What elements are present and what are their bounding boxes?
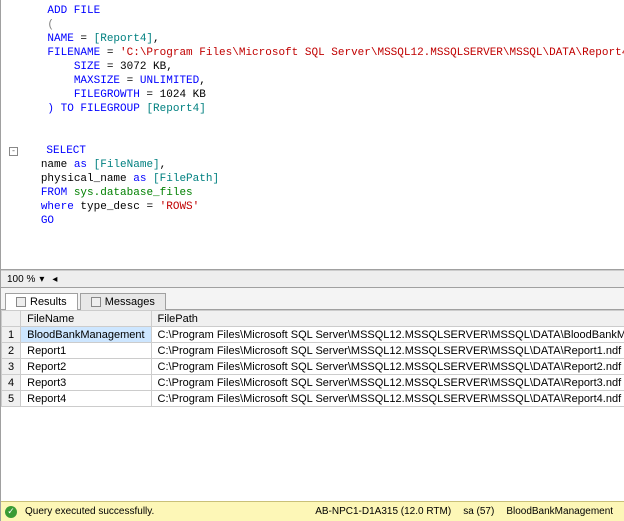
- result-tabs: Results Messages: [1, 288, 624, 310]
- results-grid[interactable]: FileNameFilePath 1BloodBankManagementC:\…: [1, 310, 624, 501]
- column-header[interactable]: FileName: [21, 311, 151, 327]
- table-row[interactable]: 3Report2C:\Program Files\Microsoft SQL S…: [2, 359, 624, 375]
- cell[interactable]: Report3: [21, 375, 151, 391]
- cell[interactable]: 2: [2, 343, 21, 359]
- cell[interactable]: C:\Program Files\Microsoft SQL Server\MS…: [151, 343, 624, 359]
- status-server: AB-NPC1-D1A315 (12.0 RTM): [315, 506, 451, 517]
- cell[interactable]: C:\Program Files\Microsoft SQL Server\MS…: [151, 327, 624, 343]
- cell[interactable]: C:\Program Files\Microsoft SQL Server\MS…: [151, 375, 624, 391]
- cell[interactable]: Report2: [21, 359, 151, 375]
- zoom-level[interactable]: 100 %: [7, 274, 35, 285]
- column-header[interactable]: FilePath: [151, 311, 624, 327]
- grid-icon: [16, 297, 26, 307]
- cell[interactable]: 3: [2, 359, 21, 375]
- messages-icon: [91, 297, 101, 307]
- sql-editor[interactable]: ADD FILE ( NAME = [Report4], FILENAME = …: [1, 0, 624, 270]
- cell[interactable]: 5: [2, 391, 21, 407]
- table-row[interactable]: 4Report3C:\Program Files\Microsoft SQL S…: [2, 375, 624, 391]
- column-header[interactable]: [2, 311, 21, 327]
- status-bar: ✓ Query executed successfully. AB-NPC1-D…: [1, 501, 624, 521]
- main-panel: ADD FILE ( NAME = [Report4], FILENAME = …: [1, 0, 624, 521]
- cell[interactable]: Report4: [21, 391, 151, 407]
- cell[interactable]: Report1: [21, 343, 151, 359]
- zoom-dropdown-icon[interactable]: ▾: [39, 274, 44, 285]
- cell[interactable]: C:\Program Files\Microsoft SQL Server\MS…: [151, 391, 624, 407]
- cell[interactable]: 4: [2, 375, 21, 391]
- tab-messages[interactable]: Messages: [80, 293, 166, 310]
- status-db: BloodBankManagement: [506, 506, 613, 517]
- zoom-bar[interactable]: 100 % ▾ ◂: [1, 270, 624, 288]
- cell[interactable]: C:\Program Files\Microsoft SQL Server\MS…: [151, 359, 624, 375]
- table-row[interactable]: 1BloodBankManagementC:\Program Files\Mic…: [2, 327, 624, 343]
- tab-results[interactable]: Results: [5, 293, 78, 310]
- cell[interactable]: 1: [2, 327, 21, 343]
- table-row[interactable]: 5Report4C:\Program Files\Microsoft SQL S…: [2, 391, 624, 407]
- status-user: sa (57): [463, 506, 494, 517]
- status-message: Query executed successfully.: [25, 506, 154, 517]
- table-row[interactable]: 2Report1C:\Program Files\Microsoft SQL S…: [2, 343, 624, 359]
- cell[interactable]: BloodBankManagement: [21, 327, 151, 343]
- success-icon: ✓: [5, 506, 17, 518]
